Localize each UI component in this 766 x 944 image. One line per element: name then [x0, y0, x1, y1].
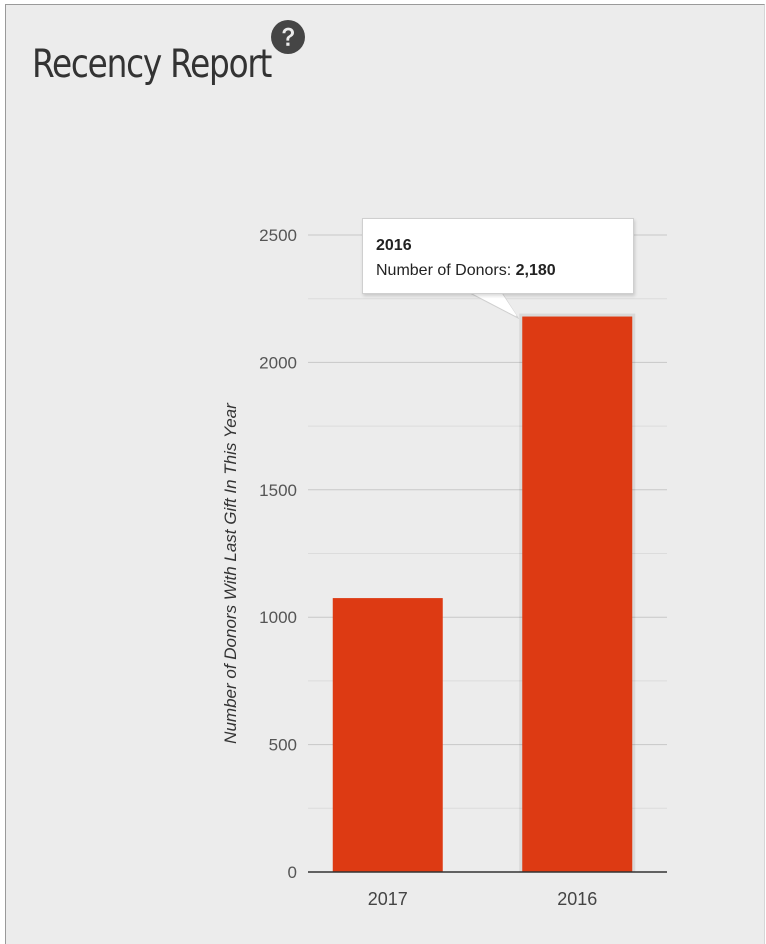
y-tick-label: 1000: [259, 608, 297, 627]
tooltip-pointer: [470, 292, 520, 320]
y-tick-label: 500: [269, 736, 297, 755]
x-tick-label: 2016: [557, 889, 597, 909]
tooltip-value: 2,180: [515, 262, 556, 279]
bar-2016: [522, 316, 633, 872]
question-circle-icon[interactable]: [270, 19, 306, 55]
bar-2017: [332, 598, 443, 872]
y-tick-label: 2000: [259, 353, 297, 372]
tooltip-title: 2016: [376, 237, 412, 254]
tooltip-label: Number of Donors:: [376, 262, 512, 279]
tooltip-body: Number of Donors: 2,180: [376, 258, 633, 283]
y-tick-label: 1500: [259, 481, 297, 500]
x-tick-label: 2017: [368, 889, 408, 909]
y-tick-label: 0: [288, 863, 297, 882]
y-axis-label: Number of Donors With Last Gift In This …: [221, 402, 240, 744]
chart-tooltip: 2016 Number of Donors: 2,180: [362, 218, 634, 294]
panel-header: Recency Report: [32, 45, 317, 84]
page-title: Recency Report: [32, 42, 272, 87]
y-tick-label: 2500: [259, 226, 297, 245]
